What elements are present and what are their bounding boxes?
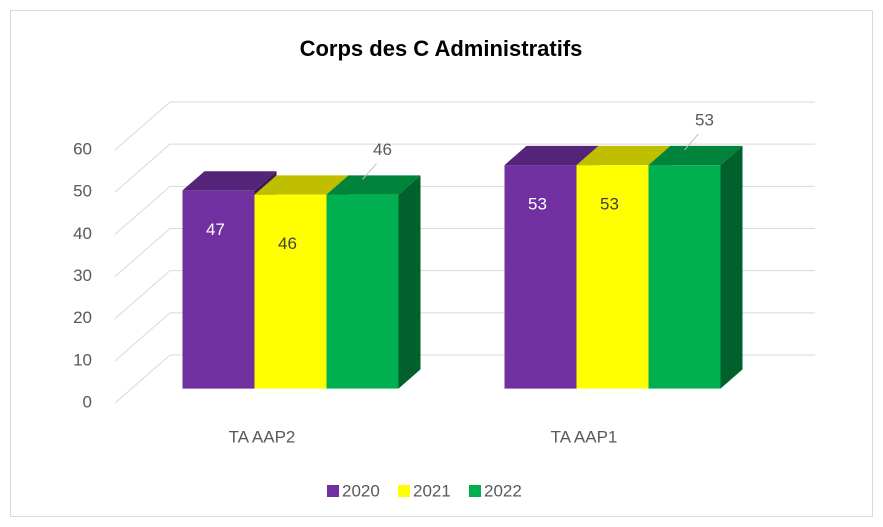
bar-top — [576, 145, 671, 166]
bar-top — [182, 171, 277, 191]
y-tick-label: 30 — [73, 266, 92, 285]
data-label: 46 — [373, 140, 392, 159]
y-tick-label: 20 — [73, 308, 92, 327]
bar — [576, 165, 649, 389]
bar — [254, 194, 327, 389]
bar-side — [398, 175, 421, 389]
data-label: 47 — [206, 220, 225, 239]
legend-swatch — [327, 485, 339, 497]
data-label: 53 — [695, 110, 714, 129]
y-tick-label: 10 — [73, 350, 92, 369]
bar — [648, 165, 721, 389]
legend-label: 2020 — [342, 481, 380, 500]
grid-line — [114, 143, 815, 193]
leader-line — [684, 133, 699, 151]
chart-title: Corps des C Administratifs — [300, 36, 583, 61]
data-label: 46 — [278, 234, 297, 253]
bar-top — [504, 145, 599, 166]
x-tick-label: TA AAP2 — [229, 427, 296, 446]
y-tick-label: 40 — [73, 224, 92, 243]
grid-line — [114, 101, 815, 151]
x-tick-label: TA AAP1 — [551, 427, 618, 446]
chart-border — [10, 10, 873, 517]
y-tick-label: 0 — [83, 392, 92, 411]
y-tick-label: 60 — [73, 139, 92, 158]
legend-label: 2022 — [484, 481, 522, 500]
bar — [326, 194, 399, 389]
y-tick-label: 50 — [73, 182, 92, 201]
data-label: 53 — [600, 195, 619, 214]
data-label: 53 — [528, 195, 547, 214]
legend-swatch — [398, 485, 410, 497]
bar — [182, 190, 255, 389]
legend-label: 2021 — [413, 481, 451, 500]
bar-top — [326, 175, 421, 195]
leader-line — [362, 163, 377, 180]
bar-top — [254, 175, 349, 195]
bar — [504, 165, 577, 389]
bar-side — [720, 145, 743, 389]
bar-top — [648, 145, 743, 166]
legend-swatch — [469, 485, 481, 497]
